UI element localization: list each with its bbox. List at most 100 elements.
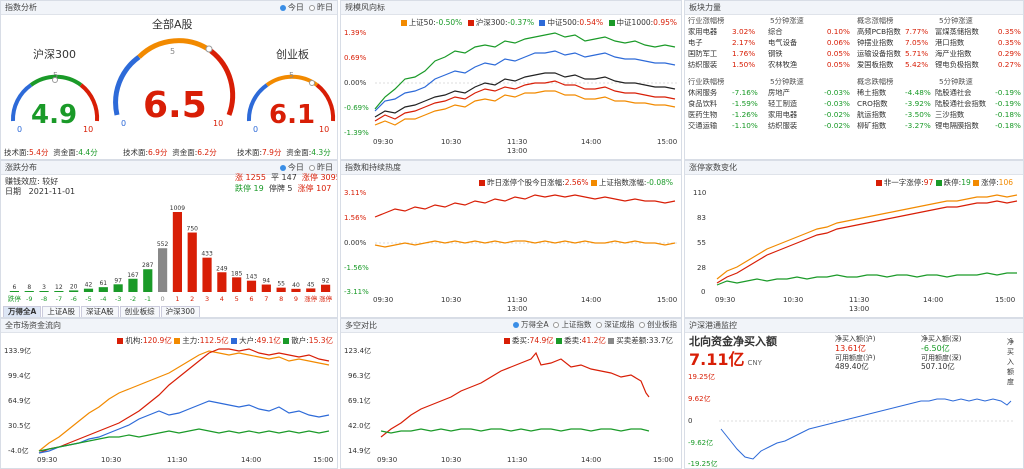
cell: 航运指数 [857, 111, 887, 119]
dist-bar[interactable] [217, 272, 227, 292]
table-row[interactable]: 钟摆业指数 7.05% 港口指数 0.35% [857, 39, 1023, 50]
radio-icon[interactable] [513, 322, 520, 328]
table-row[interactable]: 爱国板指数 5.42% 锂电负极指数 0.27% [857, 61, 1023, 72]
radio-yesterday-icon[interactable] [309, 5, 315, 11]
legend-item[interactable]: 上证指数涨幅:-0.08% [590, 178, 673, 187]
tab-sz-a[interactable]: 深证A股 [80, 306, 119, 317]
option-sz-index[interactable]: 深证成指 [604, 320, 635, 329]
dist-bar[interactable] [306, 288, 316, 292]
option-sh-index[interactable]: 上证指数 [561, 320, 592, 329]
dist-bar[interactable] [69, 290, 79, 292]
table-row[interactable]: 国防军工 1.76% 钢铁 0.05% [688, 50, 852, 61]
dist-bar[interactable] [320, 284, 331, 292]
table-row[interactable]: 电子 2.17% 电气设备 0.06% [688, 39, 852, 50]
radio-today-icon[interactable] [279, 165, 286, 171]
stats-row1: 涨 1255 平 147 涨停 3095 [235, 173, 337, 182]
dist-value-label: 287 [142, 262, 154, 269]
dist-bar[interactable] [276, 287, 286, 292]
dist-bar[interactable] [157, 248, 168, 292]
y-tick: -4.0亿 [8, 447, 29, 455]
legend-item[interactable]: 涨停:106 [973, 178, 1013, 187]
legend-item[interactable]: 沪深300:-0.37% [467, 18, 534, 27]
option-wind-all-a[interactable]: 万得全A [521, 320, 549, 329]
dist-bar[interactable] [9, 291, 20, 292]
tab-cyb[interactable]: 创业板综 [119, 306, 160, 317]
panel-title: 指数分析 [5, 3, 37, 12]
legend-item[interactable]: 中证500:0.54% [539, 18, 603, 27]
legend-item[interactable]: 跌停:19 [935, 178, 971, 187]
table-row[interactable]: 食品饮料 -1.59% 轻工制造 -0.03% [688, 100, 852, 111]
cell: -0.19% [995, 89, 1021, 97]
table-row[interactable]: 家用电器 3.02% 综合 0.10% [688, 28, 852, 39]
table-row[interactable]: 休闲服务 -7.16% 房地产 -0.03% [688, 89, 852, 100]
tab-wind-all-a[interactable]: 万得全A [3, 306, 42, 317]
dist-value-label: 55 [277, 281, 285, 288]
dist-bar[interactable] [232, 277, 242, 292]
dist-bar[interactable] [291, 288, 301, 292]
legend-item[interactable]: 中证1000:0.95% [608, 18, 677, 27]
radio-icon[interactable] [596, 322, 603, 328]
table-row[interactable]: CRO指数 -3.92% 陆股通社会指数 -0.19% [857, 100, 1023, 111]
day-toggle[interactable]: 今日 昨日 [279, 163, 333, 172]
hs300-scores: 技术面:5.4分 资金面:4.4分 [4, 148, 98, 158]
yesterday-option[interactable]: 昨日 [317, 3, 333, 12]
legend-item[interactable]: 昨日涨停个股今日涨幅:2.56% [479, 178, 589, 187]
hs300-tech-label: 技术面: [4, 148, 30, 157]
dist-chart: 6跌停8-93-812-720-642-561-497-3167-2287-15… [8, 205, 333, 303]
dist-value-label: 249 [216, 265, 228, 272]
dist-bar[interactable] [187, 232, 197, 292]
dist-bar[interactable] [143, 269, 153, 292]
option-cyb-index[interactable]: 创业板指 [647, 320, 677, 329]
dist-bar[interactable] [113, 284, 123, 292]
today-option[interactable]: 今日 [287, 163, 304, 172]
x-tick: 15:00 [657, 138, 678, 146]
table-row[interactable]: 医药生物 -1.26% 家用电器 -0.02% [688, 111, 852, 122]
table-row[interactable]: 柳矿指数 -3.27% 锂电隔膜指数 -0.18% [857, 122, 1023, 133]
dist-bar[interactable] [54, 291, 64, 292]
radio-today-icon[interactable] [279, 5, 286, 11]
dist-bar[interactable] [261, 284, 271, 292]
dist-bar[interactable] [39, 291, 49, 292]
tab-sh-a[interactable]: 上证A股 [42, 306, 80, 317]
stats-row2: 跌停 19 停牌 5 涨停 107 [235, 184, 331, 193]
date-label: 日期 [5, 187, 21, 196]
legend-item[interactable]: 非一字涨停:97 [875, 178, 933, 187]
legend-item[interactable]: 买卖差额:33.7亿 [608, 336, 673, 345]
limitdown-label: 涨停 [297, 184, 314, 193]
table-row[interactable]: 航运指数 -3.50% 三沙指数 -0.18% [857, 111, 1023, 122]
tab-hs300[interactable]: 沪深300 [160, 306, 200, 317]
legend-label: 跌停: [943, 178, 962, 187]
cell: -0.02% [824, 122, 850, 130]
radio-icon[interactable] [553, 322, 560, 328]
legend-item[interactable]: 主力:112.5亿 [174, 336, 229, 345]
dist-bar[interactable] [83, 288, 94, 292]
table-row[interactable]: 高频PCB指数 7.77% 富煤蒸储指数 0.35% [857, 28, 1023, 39]
legend-item[interactable]: 大户:49.1亿 [231, 336, 281, 345]
today-option[interactable]: 今日 [287, 3, 304, 12]
effect-label: 赚钱效应: [5, 177, 40, 186]
dist-bar[interactable] [246, 280, 257, 292]
table-row[interactable]: 纺织服装 1.50% 农林牧渔 0.05% [688, 61, 852, 72]
stop-count: 5 [287, 184, 293, 193]
legend-item[interactable]: 委卖:41.2亿 [556, 336, 606, 345]
legend-item[interactable]: 上证50:-0.50% [400, 18, 462, 27]
table-row[interactable]: 稀土指数 -4.48% 陆股通社会 -0.19% [857, 89, 1023, 100]
day-toggle[interactable]: 今日 昨日 [279, 3, 333, 12]
yesterday-option[interactable]: 昨日 [317, 163, 333, 172]
legend-item[interactable]: 委买:74.9亿 [504, 336, 554, 345]
legend-item[interactable]: 机构:120.9亿 [117, 336, 172, 345]
dist-bar[interactable] [24, 291, 34, 292]
dist-bar[interactable] [202, 257, 212, 292]
dist-bar[interactable] [172, 212, 183, 292]
radio-yesterday-icon[interactable] [309, 165, 315, 171]
legend-item[interactable]: 散户:15.3亿 [283, 336, 333, 345]
dist-bar[interactable] [98, 287, 108, 292]
allA-fund-label: 资金面: [172, 148, 198, 157]
table-row[interactable]: 运输设备指数 5.71% 海产业指数 0.29% [857, 50, 1023, 61]
radio-icon[interactable] [639, 322, 645, 328]
dist-bar[interactable] [128, 278, 138, 292]
y-tick: 69.1亿 [348, 397, 371, 405]
x-tick: 10:30 [441, 456, 462, 464]
table-row[interactable]: 交通运输 -1.10% 纺织服装 -0.02% [688, 122, 852, 133]
index-toggle[interactable]: 万得全A 上证指数 深证成指 创业板指 [513, 320, 677, 330]
